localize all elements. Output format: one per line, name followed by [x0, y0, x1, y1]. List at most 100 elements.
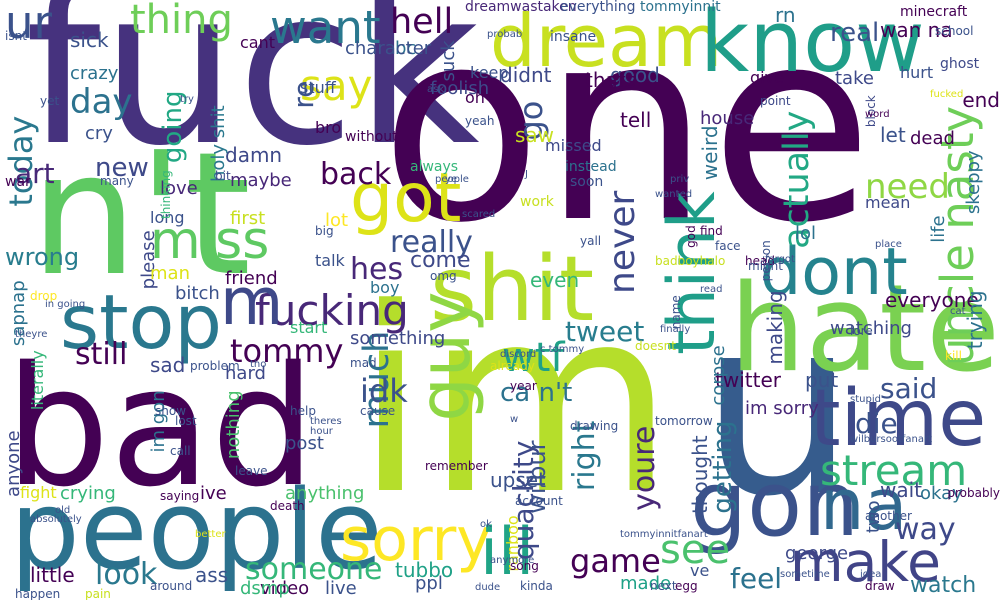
word-tommy: tommy: [230, 332, 344, 370]
word-end: end: [962, 88, 1000, 112]
word-good: good: [610, 63, 660, 87]
word-instead: instead: [565, 159, 617, 175]
word-let: let: [880, 123, 906, 147]
word-put: put: [805, 368, 839, 392]
word-bad: bad: [5, 331, 316, 523]
word-doesnt: doesnt: [635, 339, 676, 353]
word-watching: watching: [830, 318, 912, 339]
word-bc: bc: [395, 38, 417, 59]
word-ppl: ppl: [415, 573, 443, 594]
word-ca-n-t: ca n't: [500, 378, 573, 408]
word-never: never: [602, 190, 643, 294]
word-always: always: [410, 159, 459, 175]
word-anymore: anymore: [490, 555, 535, 566]
word-ve: ve: [690, 561, 710, 580]
word-corpse: corpse: [708, 345, 729, 406]
word-gon: gon: [690, 452, 860, 557]
word-w: w: [510, 414, 519, 425]
word-omg: omg: [430, 269, 457, 283]
word-theyre: theyre: [15, 329, 48, 340]
word-call: call: [170, 444, 191, 458]
word-im: im: [355, 254, 675, 551]
word-made: made: [620, 573, 672, 594]
word-literally: literally: [28, 350, 47, 411]
word-everything: everything: [560, 0, 636, 15]
word-saw: saw: [515, 123, 555, 147]
word-around: around: [150, 579, 193, 593]
word-absolutely: absolutely: [30, 514, 82, 525]
word-mean: mean: [865, 193, 911, 212]
word-god: god: [684, 225, 698, 248]
word-show: show: [155, 404, 187, 418]
word-youre: youre: [627, 425, 662, 511]
word-art: art: [15, 157, 55, 190]
word-post: post: [285, 433, 324, 454]
word-rn: rn: [775, 3, 796, 27]
word-big: big: [315, 224, 334, 238]
word-didnt: didnt: [500, 63, 552, 87]
word-ive: ive: [200, 483, 227, 504]
word-someone: someone: [245, 552, 383, 587]
word-thought: thought: [688, 435, 712, 515]
word-finally: finally: [660, 324, 691, 335]
word-everyone: everyone: [885, 288, 979, 312]
word-stop: stop: [60, 278, 222, 366]
word-make: make: [790, 530, 942, 594]
word-better: better: [195, 529, 226, 540]
word-drop: drop: [30, 289, 58, 303]
word-tommyinnit: tommyinnit: [640, 0, 721, 15]
word-isnt: isnt: [5, 29, 27, 43]
word-without: without: [345, 129, 398, 145]
word-drawing: drawing: [570, 419, 619, 433]
word-thinking: thinking: [159, 170, 173, 220]
word-cant: cant: [240, 33, 276, 52]
word-word: word: [865, 109, 890, 120]
word-ill: ill: [480, 515, 535, 590]
word-lot: lot: [325, 210, 349, 231]
word-badboyhalo: badboyhalo: [655, 254, 726, 268]
word-want: want: [270, 1, 381, 54]
word-look: look: [95, 557, 158, 592]
word-ok: ok: [480, 519, 492, 530]
word-new: new: [95, 153, 149, 183]
word-trying: trying: [963, 290, 987, 350]
word-love: love: [160, 178, 198, 199]
word-mad: mad: [350, 356, 377, 370]
word-bit: bit: [215, 169, 231, 183]
word-come: come: [410, 248, 471, 273]
word-bro: bro: [315, 118, 342, 137]
word-foolish: foolish: [430, 78, 490, 99]
word-ask: ask: [427, 84, 445, 95]
word-die: die: [855, 407, 898, 440]
word-wtf: wtf: [502, 335, 565, 381]
word-saying: saying: [160, 489, 200, 503]
word-wan-na: wan na: [880, 18, 953, 42]
word-tweet: tweet: [565, 315, 645, 348]
word-school: school: [935, 24, 974, 38]
word-dude: dude: [475, 582, 501, 593]
word-pain: pain: [85, 587, 111, 600]
word-shit: shit: [430, 237, 595, 342]
word-watch: watch: [910, 573, 977, 598]
word-head: head: [745, 254, 775, 268]
word-dead: dead: [910, 128, 955, 149]
word-cat: cat: [950, 306, 966, 317]
word-real: real: [830, 18, 880, 48]
word-draw: draw: [865, 579, 895, 593]
word-death: death: [270, 499, 305, 513]
word-okay: okay: [920, 483, 963, 504]
word-first: first: [230, 208, 266, 229]
word-miss: miss: [150, 211, 270, 271]
word-guy: guy: [404, 291, 486, 422]
word-face: face: [715, 239, 741, 253]
word-making: making: [763, 290, 787, 365]
word-need: need: [865, 167, 950, 207]
word-stream: stream: [820, 446, 968, 495]
word-life: life: [928, 215, 949, 243]
word-u: u: [700, 265, 856, 550]
word-yall: yall: [580, 234, 602, 248]
word-hell: hell: [390, 2, 454, 42]
word-ghost: ghost: [940, 56, 980, 72]
word-find: find: [700, 224, 723, 238]
word-talk: talk: [315, 251, 345, 270]
